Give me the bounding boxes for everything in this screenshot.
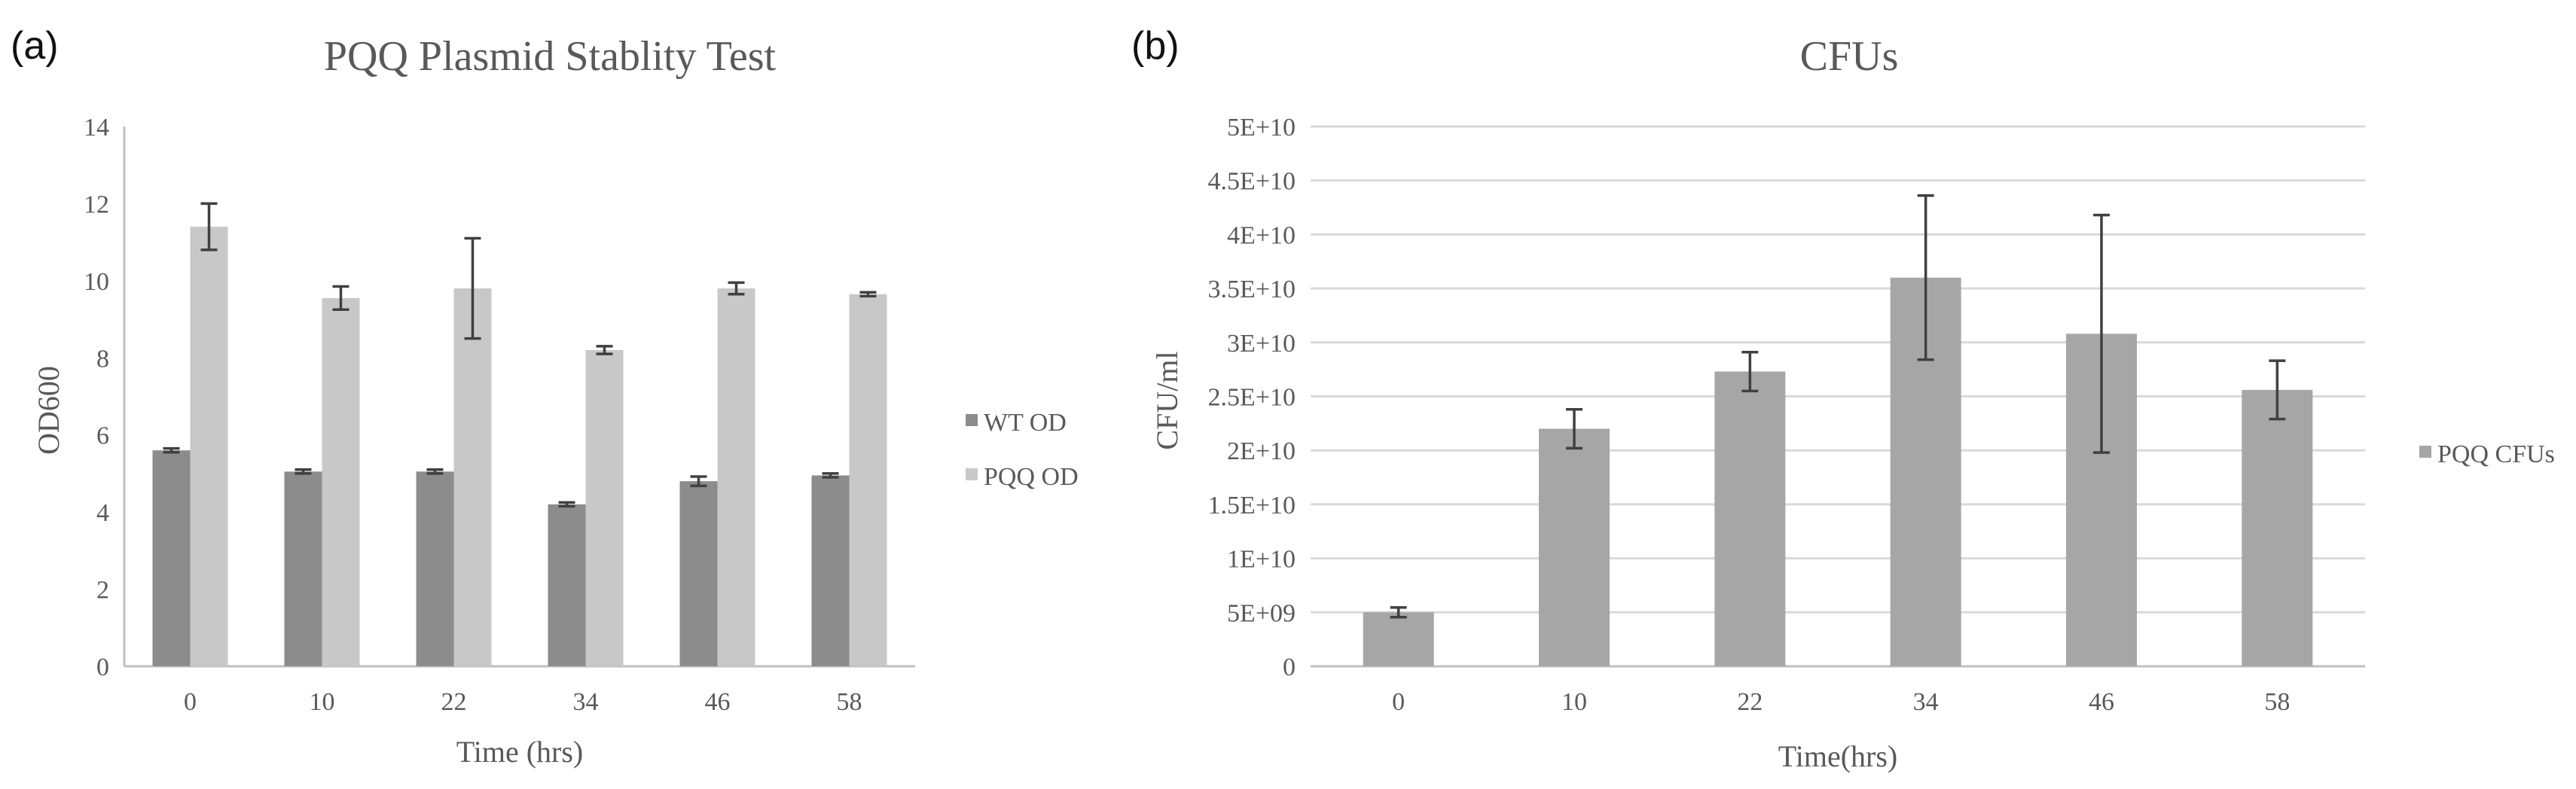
chart-b-bar — [1363, 612, 1434, 666]
chart-a-bar — [717, 288, 755, 666]
chart-b-title: CFUs — [1800, 33, 1899, 80]
chart-b-y-tick-label: 3.5E+10 — [1208, 276, 1296, 303]
chart-a-legend-label: WT OD — [984, 409, 1067, 437]
chart-a-bar — [679, 481, 718, 666]
chart-a-bar — [849, 294, 887, 666]
chart-b: CFUs Time(hrs) CFU/ml 0 5E+09 1E+10 1.5E+10… — [1150, 33, 2555, 773]
chart-b-y-tick-label: 4.5E+10 — [1208, 168, 1296, 196]
chart-b-bar — [2242, 389, 2313, 666]
chart-b-y-tick-label: 5E+09 — [1227, 599, 1296, 627]
chart-a-x-tick-label: 46 — [705, 688, 731, 716]
chart-a-bar — [811, 475, 850, 666]
chart-a-bar — [453, 288, 492, 666]
chart-a-x-tick-label: 34 — [573, 688, 599, 716]
chart-a: PQQ Plasmid Stablity Test Time (hrs) OD6… — [32, 33, 1079, 769]
chart-a-y-tick-label: 2 — [96, 577, 109, 605]
chart-a-y-axis-title: OD600 — [32, 366, 66, 455]
chart-a-x-tick-label: 10 — [310, 688, 335, 716]
chart-b-y-tick-label: 3E+10 — [1227, 330, 1296, 358]
chart-a-y-tick-label: 6 — [96, 422, 109, 450]
panel-b-label: (b) — [1131, 24, 1180, 68]
chart-a-x-axis-title: Time (hrs) — [456, 735, 584, 769]
chart-b-x-tick-label: 22 — [1737, 688, 1763, 716]
chart-b-y-tick-label: 2.5E+10 — [1208, 384, 1296, 412]
panel-a-label: (a) — [11, 24, 59, 68]
chart-b-y-axis-title: CFU/ml — [1150, 351, 1184, 449]
chart-a-bar — [548, 504, 586, 666]
chart-a-bar — [152, 450, 191, 666]
chart-b-x-tick-label: 58 — [2264, 688, 2290, 716]
chart-b-x-axis-title: Time(hrs) — [1778, 739, 1898, 773]
chart-b-y-tick-label: 4E+10 — [1227, 221, 1296, 249]
chart-a-legend-swatch — [966, 468, 978, 480]
chart-a-title: PQQ Plasmid Stablity Test — [324, 33, 777, 80]
chart-a-bar — [416, 471, 454, 666]
chart-b-x-tick-label: 0 — [1392, 688, 1405, 716]
chart-a-y-tick-label: 0 — [96, 653, 109, 681]
chart-b-x-tick-label: 46 — [2089, 688, 2114, 716]
chart-a-y-tick-label: 4 — [96, 499, 109, 527]
chart-a-bar — [585, 350, 624, 666]
chart-a-y-tick-label: 12 — [84, 190, 109, 218]
chart-b-legend: PQQ CFUs — [2419, 440, 2555, 468]
chart-a-legend: WT OD PQQ OD — [966, 409, 1079, 491]
chart-a-y-tick-label: 10 — [84, 268, 109, 296]
chart-b-x-tick-label: 10 — [1561, 688, 1587, 716]
chart-a-x-tick-label: 0 — [184, 688, 197, 716]
chart-b-legend-label: PQQ CFUs — [2437, 440, 2555, 468]
chart-a-x-tick-label: 58 — [837, 688, 862, 716]
chart-b-y-tick-label: 1E+10 — [1227, 546, 1296, 574]
chart-b-bar — [1714, 371, 1786, 666]
chart-a-bar — [284, 471, 322, 666]
chart-b-bar — [1539, 428, 1610, 666]
chart-a-bar — [190, 227, 228, 667]
chart-a-y-tick-label: 14 — [84, 114, 109, 142]
chart-b-legend-swatch — [2419, 446, 2431, 458]
chart-b-plot-area: 0 5E+09 1E+10 1.5E+10 2E+10 2.5E+10 3E+10 3.5E+… — [1208, 114, 2365, 716]
chart-a-bar — [322, 297, 360, 666]
chart-b-y-tick-label: 2E+10 — [1227, 437, 1296, 465]
chart-a-x-tick-label: 22 — [441, 688, 467, 716]
chart-b-y-tick-label: 0 — [1283, 653, 1296, 681]
chart-b-y-tick-label: 1.5E+10 — [1208, 492, 1296, 519]
chart-b-x-tick-label: 34 — [1913, 688, 1939, 716]
chart-a-y-tick-label: 8 — [96, 345, 109, 373]
chart-b-y-tick-label: 5E+10 — [1227, 114, 1296, 142]
chart-a-legend-label: PQQ OD — [984, 463, 1079, 491]
chart-a-legend-swatch — [966, 414, 978, 426]
